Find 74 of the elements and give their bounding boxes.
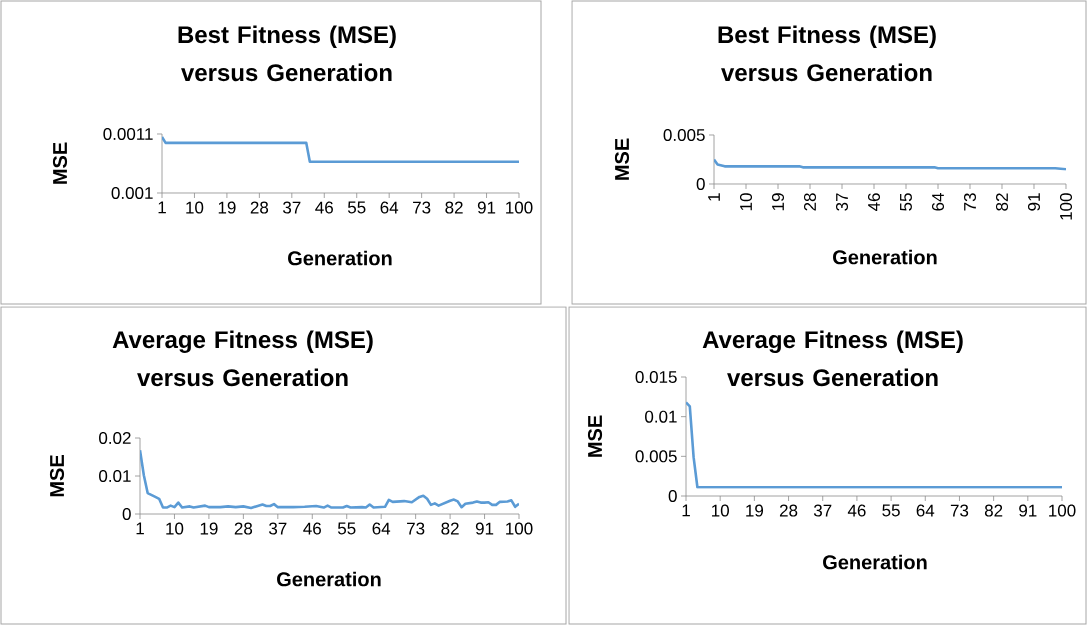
x-tick-label: 37: [283, 201, 301, 214]
x-axis-title: Generation: [288, 250, 392, 266]
x-tick-label: 37: [835, 193, 849, 211]
line-series: [140, 448, 520, 510]
line-series: [686, 401, 1062, 489]
x-tick-label: 46: [315, 201, 333, 214]
x-tick-label: 100: [1059, 193, 1073, 220]
x-axis-title: Generation: [823, 554, 927, 570]
x-tick-label: 28: [803, 193, 817, 211]
x-tick-label: 73: [407, 522, 425, 535]
chart-title: Average Fitness (MSE) versus Generation: [702, 330, 963, 387]
y-tick-label: 0: [696, 177, 705, 191]
x-tick-label: 64: [372, 522, 391, 535]
line-series: [714, 158, 1066, 171]
x-tick-label: 28: [234, 522, 253, 535]
y-tick-label: 0.005: [635, 450, 677, 463]
x-tick-label: 28: [779, 504, 798, 517]
x-tick-label: 37: [813, 504, 832, 517]
x-tick-label: 10: [712, 504, 729, 517]
x-axis-title: Generation: [277, 571, 381, 587]
x-tick-label: 1: [708, 193, 720, 201]
y-axis-title: MSE: [614, 138, 630, 180]
y-tick-label: 0.005: [663, 128, 705, 142]
y-axis-title: MSE: [49, 455, 65, 497]
x-tick-label: 73: [963, 193, 977, 211]
x-tick-label: 82: [445, 201, 463, 214]
chart-title: Best Fitness (MSE) versus Generation: [718, 25, 936, 82]
x-tick-label: 64: [916, 504, 935, 517]
x-tick-label: 28: [250, 201, 269, 214]
x-tick-label: 91: [1027, 193, 1041, 211]
x-tick-label: 1: [682, 504, 690, 517]
x-tick-label: 73: [950, 504, 969, 517]
x-tick-label: 64: [380, 201, 399, 214]
x-tick-label: 100: [1049, 504, 1076, 517]
x-tick-label: 46: [847, 504, 866, 517]
y-tick-label: 0.02: [99, 431, 131, 445]
x-tick-label: 46: [867, 193, 881, 212]
x-tick-label: 55: [900, 193, 912, 211]
x-tick-label: 10: [166, 522, 184, 535]
x-tick-label: 37: [269, 522, 287, 535]
y-tick-label: 0: [668, 489, 677, 503]
x-tick-label: 91: [475, 522, 494, 535]
x-tick-label: 55: [882, 504, 900, 517]
y-tick-label: 0.0011: [103, 127, 153, 141]
x-tick-label: 91: [477, 201, 496, 214]
x-tick-label: 10: [186, 201, 204, 214]
x-tick-label: 100: [506, 522, 533, 535]
x-tick-label: 100: [506, 201, 533, 214]
x-tick-label: 19: [218, 201, 236, 214]
y-tick-label: 0.001: [111, 186, 153, 200]
x-tick-label: 82: [995, 193, 1009, 211]
chart-title: Average Fitness (MSE) versus Generation: [112, 330, 373, 387]
x-tick-label: 19: [200, 522, 218, 535]
x-tick-label: 73: [413, 201, 431, 214]
x-tick-label: 1: [158, 201, 166, 214]
y-tick-label: 0.01: [645, 410, 677, 423]
x-tick-label: 10: [739, 193, 753, 211]
x-tick-label: 82: [984, 504, 1003, 517]
y-tick-label: 0: [122, 507, 131, 521]
x-tick-label: 82: [441, 522, 459, 535]
y-tick-label: 0.015: [635, 370, 677, 384]
x-tick-label: 55: [347, 201, 366, 214]
x-tick-label: 19: [771, 193, 785, 211]
x-tick-label: 19: [746, 504, 764, 517]
x-tick-label: 46: [303, 522, 321, 535]
chart-title: Best Fitness (MSE) versus Generation: [178, 25, 396, 82]
x-tick-label: 91: [1019, 504, 1037, 517]
y-axis-title: MSE: [587, 415, 603, 457]
x-tick-label: 64: [931, 193, 945, 211]
y-axis-title: MSE: [52, 142, 68, 184]
y-tick-label: 0.01: [99, 469, 131, 483]
x-tick-label: 1: [136, 522, 144, 535]
x-axis-title: Generation: [833, 249, 937, 265]
x-tick-label: 55: [337, 522, 356, 535]
